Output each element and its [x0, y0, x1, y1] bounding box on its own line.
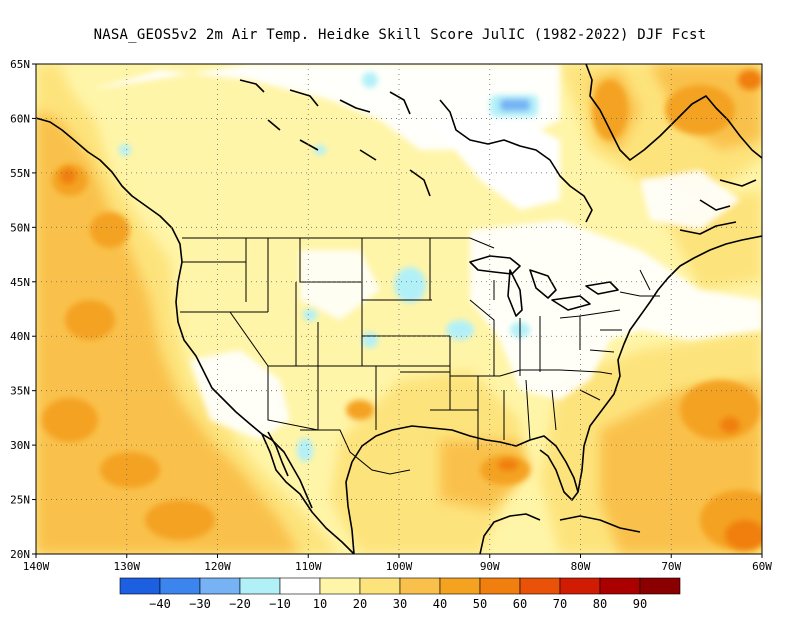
lon-label: 130W — [114, 560, 141, 573]
colorbar-swatch — [479, 577, 521, 595]
colorbar-swatch — [239, 577, 281, 595]
lon-label: 80W — [571, 560, 591, 573]
colorbar-swatch — [359, 577, 401, 595]
lon-label: 100W — [386, 560, 413, 573]
colorbar-swatch — [279, 577, 321, 595]
lat-label: 40N — [10, 330, 30, 343]
colorbar-label: −40 — [149, 597, 171, 611]
colorbar-labels: −40 −30 −20 −10 10 20 30 40 50 60 70 80 90 — [149, 597, 647, 611]
colorbar-label: 40 — [433, 597, 447, 611]
colorbar-label: 90 — [633, 597, 647, 611]
colorbar-label: −30 — [189, 597, 211, 611]
colorbar — [119, 577, 681, 595]
colorbar-swatch — [559, 577, 601, 595]
colorbar-swatch — [119, 577, 161, 595]
skill-score-field — [36, 64, 762, 554]
lat-label: 65N — [10, 58, 30, 71]
lat-label: 30N — [10, 439, 30, 452]
colorbar-swatch — [519, 577, 561, 595]
lon-label: 60W — [752, 560, 772, 573]
lat-label: 45N — [10, 276, 30, 289]
lon-label: 120W — [204, 560, 231, 573]
colorbar-swatch — [599, 577, 641, 595]
colorbar-swatch — [399, 577, 441, 595]
longitude-labels: 140W 130W 120W 110W 100W 90W 80W 70W 60W — [23, 554, 772, 573]
lat-label: 60N — [10, 112, 30, 125]
figure-title: NASA_GEOS5v2 2m Air Temp. Heidke Skill S… — [93, 27, 707, 43]
lon-label: 70W — [661, 560, 681, 573]
lon-label: 90W — [480, 560, 500, 573]
colorbar-label: 20 — [353, 597, 367, 611]
colorbar-swatch — [639, 577, 681, 595]
latitude-labels: 65N 60N 55N 50N 45N 40N 35N 30N 25N 20N — [10, 58, 36, 561]
lat-label: 55N — [10, 167, 30, 180]
lat-label: 25N — [10, 494, 30, 507]
political-borders — [180, 237, 660, 475]
lat-label: 20N — [10, 548, 30, 561]
colorbar-swatch — [439, 577, 481, 595]
colorbar-swatch — [159, 577, 201, 595]
colorbar-label: 70 — [553, 597, 567, 611]
lon-label: 110W — [295, 560, 322, 573]
colorbar-label: 80 — [593, 597, 607, 611]
colorbar-label: −20 — [229, 597, 251, 611]
graticule — [36, 64, 762, 554]
colorbar-swatch — [319, 577, 361, 595]
colorbar-label: 30 — [393, 597, 407, 611]
colorbar-label: −10 — [269, 597, 291, 611]
colorbar-swatch — [199, 577, 241, 595]
colorbar-label: 10 — [313, 597, 327, 611]
lat-label: 50N — [10, 221, 30, 234]
coastlines — [36, 64, 762, 554]
lat-label: 35N — [10, 385, 30, 398]
colorbar-label: 60 — [513, 597, 527, 611]
lon-label: 140W — [23, 560, 50, 573]
colorbar-label: 50 — [473, 597, 487, 611]
